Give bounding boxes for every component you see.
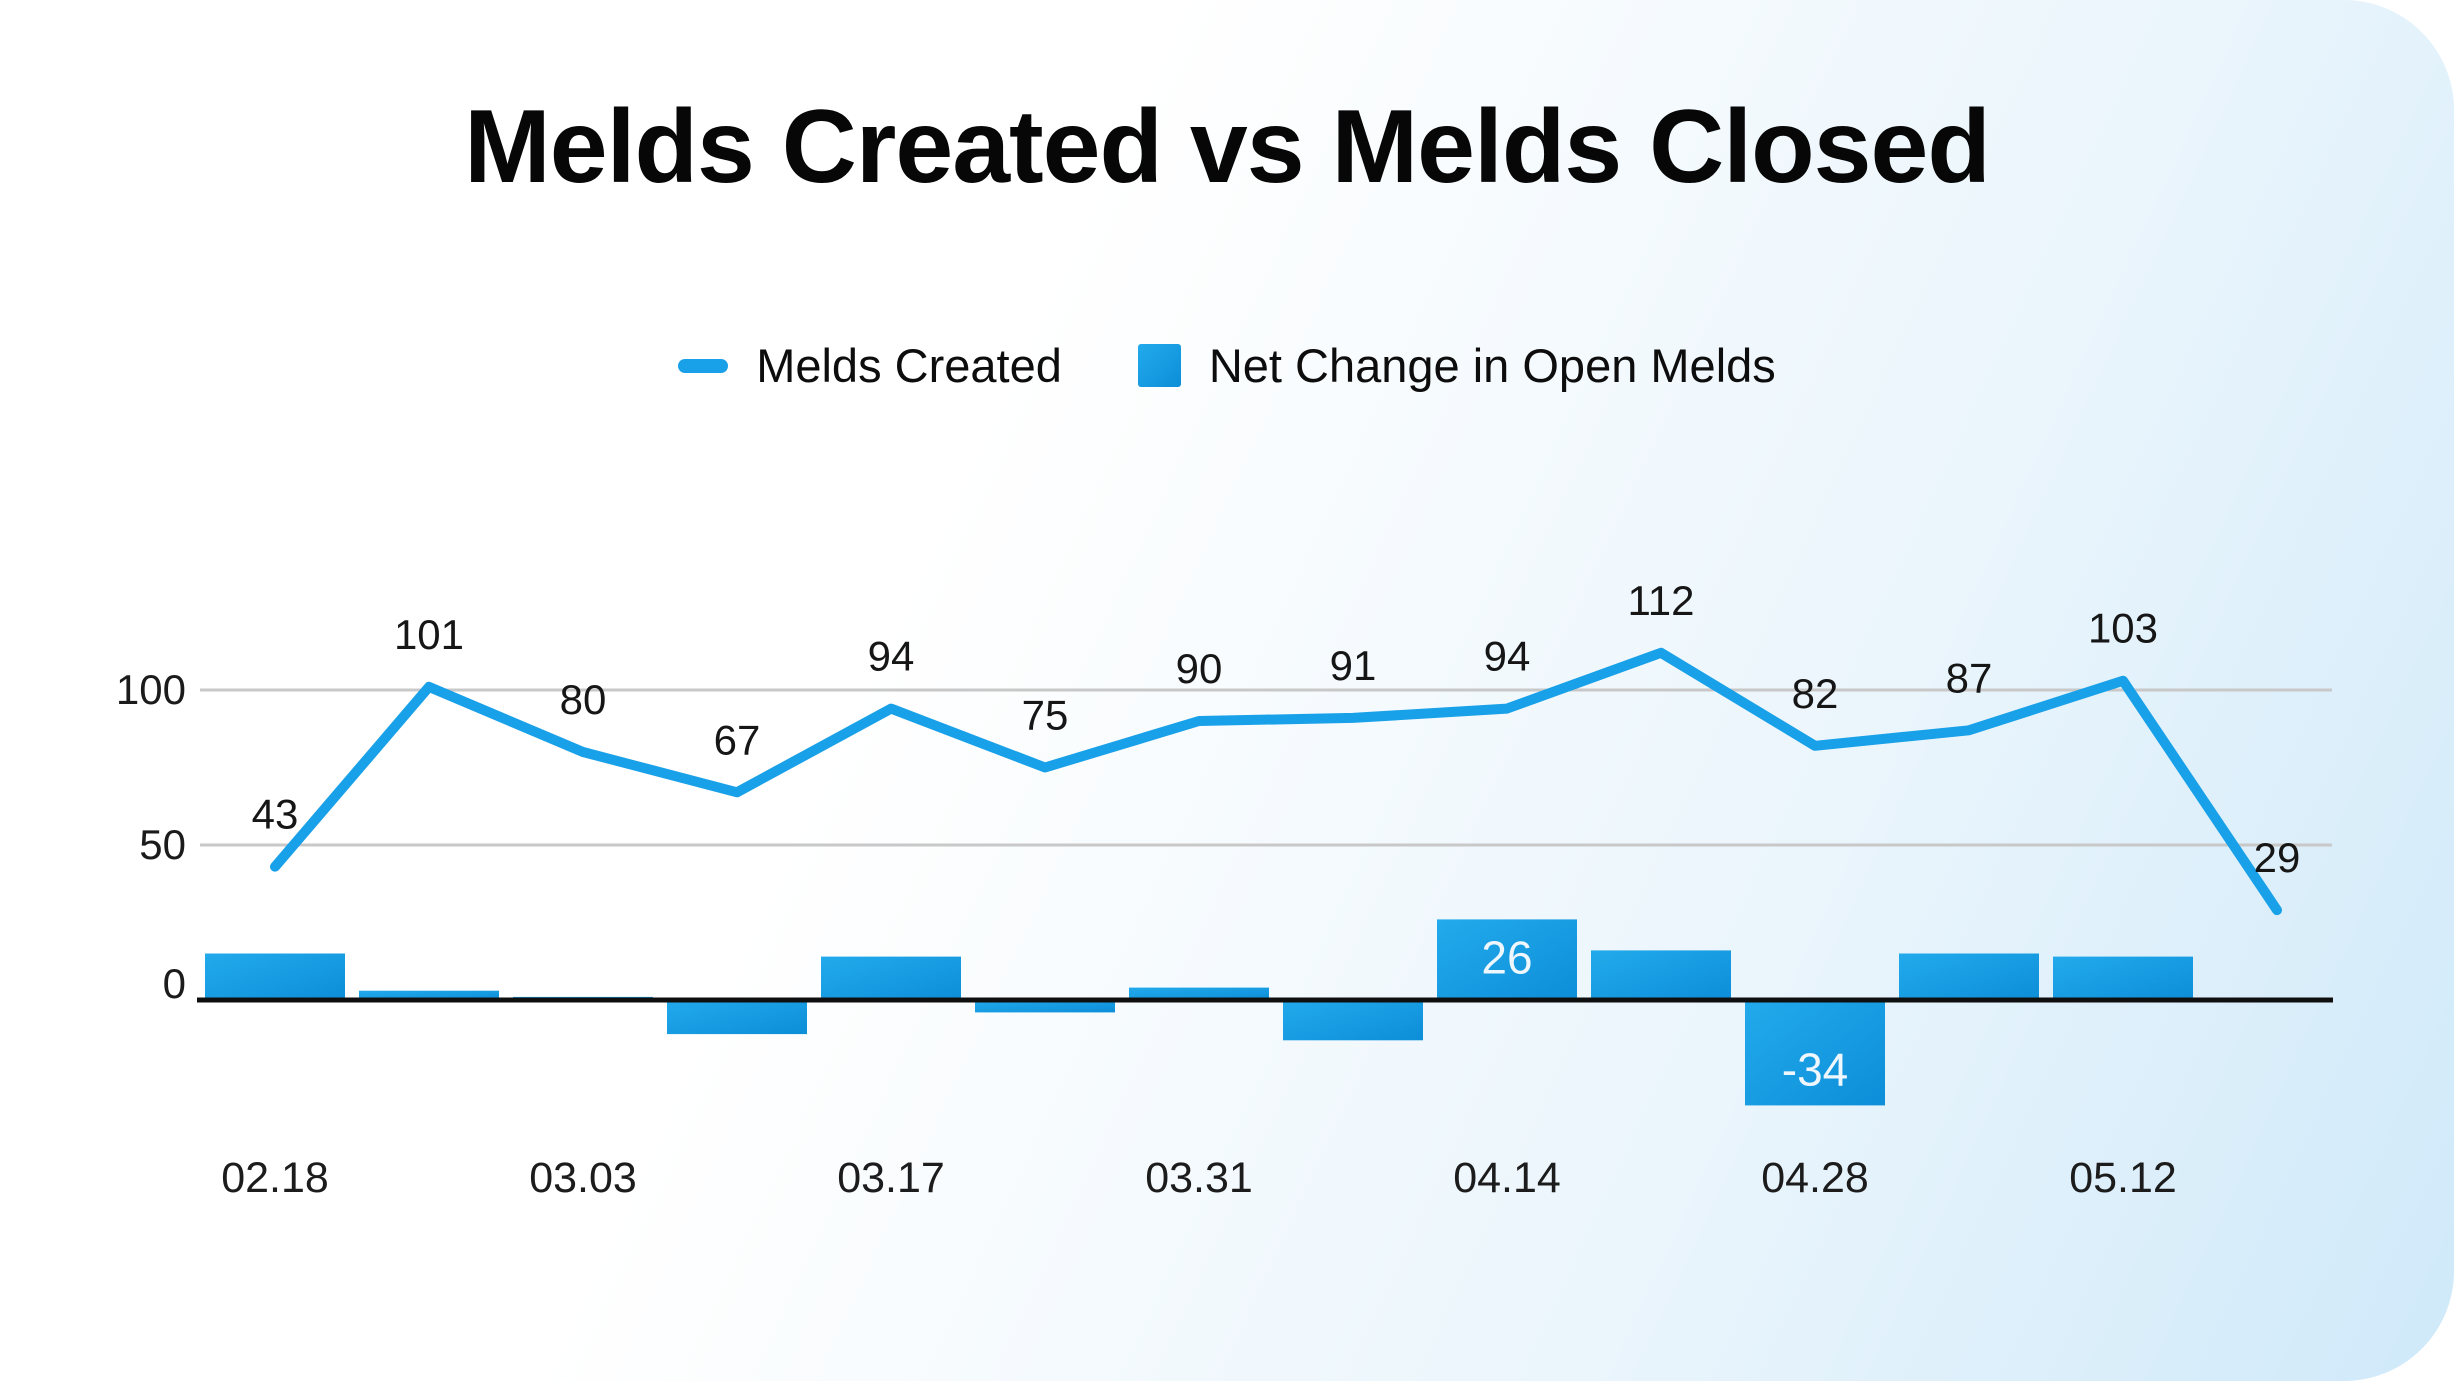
legend-label-melds-created: Melds Created: [756, 339, 1062, 392]
legend-item-net-change: Net Change in Open Melds: [1137, 338, 1776, 393]
melds-created-line: [270, 647, 2282, 916]
net-change-bar: [1437, 919, 1577, 1000]
legend-item-melds-created: Melds Created: [678, 338, 1062, 393]
line-swatch-icon: [678, 358, 729, 373]
bar-swatch-icon: [1137, 344, 1181, 387]
net-change-bar: [205, 953, 345, 1000]
x-tick-label: 04.14: [1453, 1154, 1561, 1202]
y-tick-label: 100: [116, 666, 186, 713]
line-value-label: 112: [1628, 577, 1695, 624]
line-value-label: 82: [1792, 670, 1839, 717]
x-tick-label: 02.18: [221, 1154, 329, 1202]
x-tick-label: 05.12: [2069, 1154, 2177, 1202]
line-value-label: 91: [1330, 642, 1377, 689]
line-value-label: 103: [2088, 605, 2158, 652]
net-change-bar: [1899, 953, 2039, 1000]
line-value-label: 94: [1484, 633, 1531, 680]
net-change-bar: [1591, 950, 1731, 1000]
line-value-label: 87: [1946, 654, 1993, 701]
x-tick-label: 03.17: [837, 1154, 945, 1202]
net-change-bar: [1283, 1000, 1423, 1041]
line-value-label: 43: [252, 791, 299, 838]
line-value-label: 29: [2254, 834, 2301, 881]
line-value-label: 90: [1176, 645, 1223, 692]
chart-title: Melds Created vs Melds Closed: [464, 89, 1991, 205]
line-value-label: 67: [714, 716, 761, 763]
net-change-bar: [975, 1000, 1115, 1013]
legend-label-net-change: Net Change in Open Melds: [1208, 339, 1776, 392]
net-change-bar: [2053, 956, 2193, 1000]
net-change-bar: [1129, 987, 1269, 1000]
line-value-label: 75: [1022, 692, 1069, 739]
bar-value-label: -34: [1782, 1043, 1848, 1095]
net-change-bar: [821, 956, 961, 1000]
net-change-bar: [1745, 1000, 1885, 1106]
net-change-bar: [359, 990, 499, 1000]
x-tick-label: 03.31: [1145, 1154, 1253, 1202]
y-tick-label: 50: [139, 821, 186, 868]
bar-value-label: 26: [1481, 931, 1532, 983]
line-value-label: 94: [868, 633, 915, 680]
legend: Melds Created Net Change in Open Melds: [0, 338, 2454, 393]
line-value-label: 101: [394, 611, 464, 658]
y-tick-label: 0: [163, 960, 186, 1007]
line-value-label: 80: [560, 676, 607, 723]
x-tick-label: 04.28: [1761, 1154, 1869, 1202]
x-tick-label: 03.03: [529, 1154, 637, 1202]
net-change-bar: [667, 1000, 807, 1035]
